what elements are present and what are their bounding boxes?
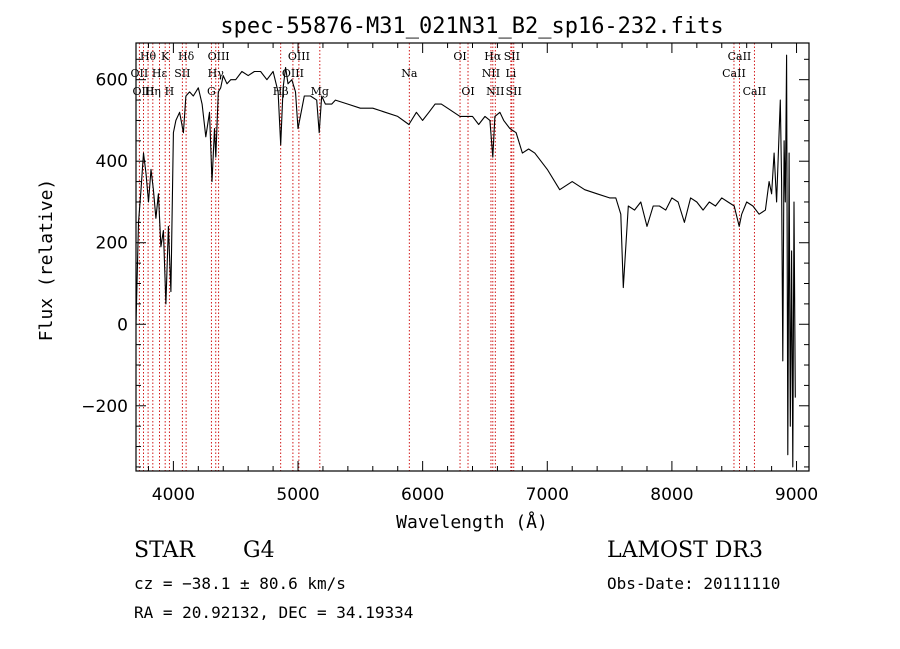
spectral-line-label: Mg	[311, 85, 329, 98]
spectral-line-label: OIII	[132, 85, 154, 98]
y-tick-label: 0	[117, 315, 128, 335]
spectral-line-label: OIII	[288, 50, 310, 63]
survey-name: LAMOST DR3	[607, 538, 763, 563]
spectral-line-label: Hα	[484, 50, 502, 63]
spectral-line-label: Hδ	[178, 50, 195, 63]
spectral-line-label: OIII	[208, 50, 230, 63]
redshift-value: cz = −38.1 ± 80.6 km/s	[134, 574, 346, 593]
spectral-line-label: OI	[461, 85, 474, 98]
spectral-line-labels: Hθ OII OIII Hε Hη K H SII Hδ OIII Hγ G Hβ OIII OIII Mg N…	[131, 50, 767, 98]
spectral-line-label: K	[161, 50, 170, 63]
spectral-line-label: Hβ	[273, 85, 289, 98]
spectral-line-label: NII	[482, 67, 500, 80]
x-axis-ticks: 4000 5000 6000 7000 8000 9000	[147, 43, 818, 505]
x-tick-label: 9000	[775, 485, 818, 505]
spectral-line-label: CaII	[743, 85, 767, 98]
x-tick-label: 8000	[650, 485, 693, 505]
coordinates: RA = 20.92132, DEC = 34.19334	[134, 603, 414, 622]
y-tick-label: 400	[96, 152, 128, 172]
x-tick-label: 4000	[152, 485, 195, 505]
spectral-line-label: SII	[174, 67, 190, 80]
y-tick-label: −200	[81, 397, 128, 417]
plot-frame	[135, 42, 810, 472]
spectral-line-label: OII	[131, 67, 149, 80]
x-tick-label: 6000	[401, 485, 444, 505]
object-class: STAR	[134, 538, 195, 563]
flux-series-line	[135, 54, 796, 468]
x-tick-label: 5000	[276, 485, 319, 505]
spectral-line-label: SII	[504, 50, 520, 63]
y-tick-label: 200	[96, 234, 128, 254]
x-axis-label: Wavelength (Å)	[396, 511, 548, 533]
observation-date: Obs-Date: 20111110	[607, 574, 781, 593]
spectral-line-label: Hη	[145, 85, 161, 98]
object-subclass: G4	[243, 538, 275, 563]
spectral-line-label: Hε	[152, 67, 168, 80]
spectral-line-label: SII	[506, 85, 522, 98]
spectral-line-label: Hγ	[208, 67, 225, 80]
spectral-line-label: Li	[505, 67, 516, 80]
chart-title: spec-55876-M31_021N31_B2_sp16-232.fits	[220, 14, 723, 39]
spectral-line-label: OI	[453, 50, 466, 63]
spectral-line-label: Hθ	[140, 50, 157, 63]
spectral-line-label: Na	[401, 67, 418, 80]
y-axis-label: Flux (relative)	[36, 179, 57, 342]
x-tick-label: 7000	[526, 485, 569, 505]
spectral-line-markers	[138, 43, 755, 471]
spectral-line-label: NII	[486, 85, 504, 98]
spectral-line-label: CaII	[728, 50, 752, 63]
spectral-line-label: CaII	[722, 67, 746, 80]
spectral-line-label: H	[165, 85, 175, 98]
y-axis-ticks: −200 0 200 400 600	[81, 58, 809, 468]
spectral-line-label: OIII	[282, 67, 304, 80]
y-tick-label: 600	[96, 71, 128, 91]
spectral-line-label: G	[207, 85, 216, 98]
